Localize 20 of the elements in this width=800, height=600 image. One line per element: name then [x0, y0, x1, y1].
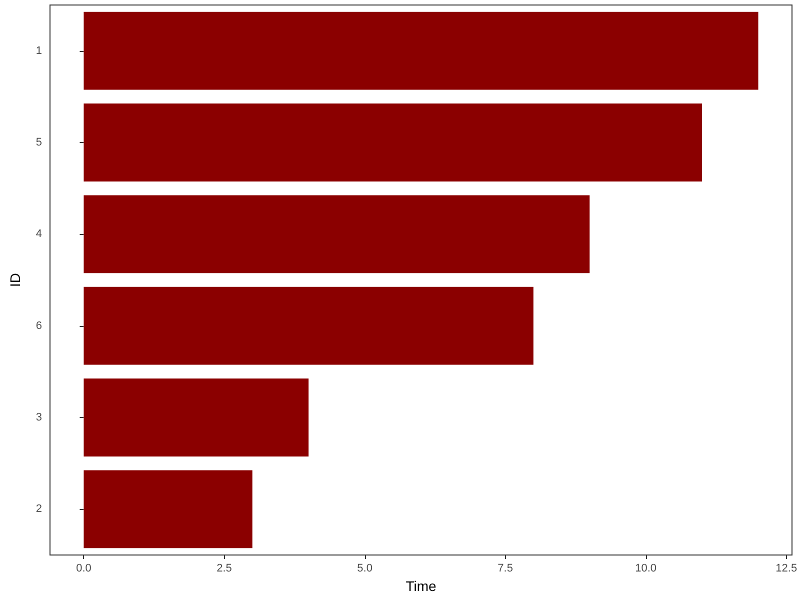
x-tick-label: 10.0 — [635, 562, 657, 574]
y-tick-label: 1 — [36, 44, 42, 57]
bar — [84, 195, 590, 274]
y-axis-title: ID — [7, 273, 23, 287]
x-tick-label: 12.5 — [776, 562, 798, 574]
x-axis-title: Time — [406, 578, 437, 594]
y-tick-label: 2 — [36, 503, 42, 516]
bar — [84, 470, 252, 548]
x-tick-label: 5.0 — [357, 562, 372, 574]
y-tick-label: 5 — [36, 136, 42, 148]
x-tick-label: 2.5 — [216, 562, 232, 574]
bar — [84, 12, 758, 90]
bar — [84, 286, 534, 365]
y-tick-label: 3 — [36, 412, 42, 424]
bar — [84, 378, 309, 456]
x-tick-label: 7.5 — [498, 562, 513, 574]
y-tick-label: 4 — [36, 228, 42, 240]
bar — [84, 104, 702, 182]
x-tick-label: 0.0 — [76, 562, 92, 574]
y-tick-label: 6 — [36, 320, 42, 332]
